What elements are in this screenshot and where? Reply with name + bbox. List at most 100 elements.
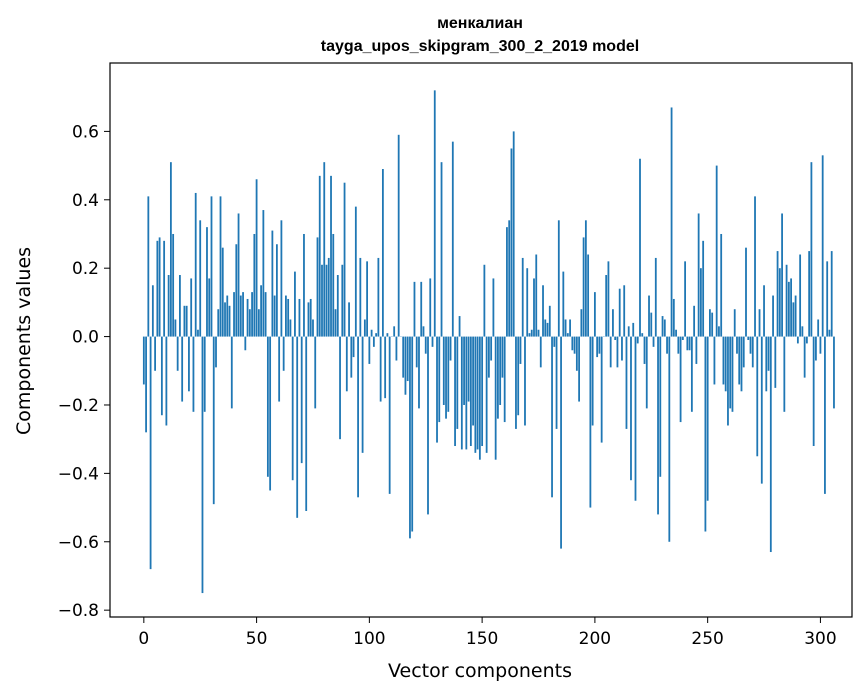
bar-8 [161,337,163,416]
bar-169 [524,337,526,426]
bar-198 [589,337,591,508]
bar-232 [666,337,668,354]
bar-124 [423,326,425,336]
bar-5 [154,337,156,371]
bar-178 [544,319,546,336]
bar-27 [204,337,206,412]
bar-67 [294,272,296,337]
bar-205 [605,275,607,337]
bar-167 [520,337,522,364]
y-tick-label: 0.0 [72,328,99,348]
bar-149 [479,337,481,460]
bar-263 [736,337,738,354]
bar-255 [718,326,720,336]
bar-78 [319,176,321,337]
bar-62 [283,337,285,371]
bar-236 [675,330,677,337]
bar-98 [364,319,366,336]
bar-60 [278,337,280,402]
bar-42 [238,213,240,336]
bar-105 [380,337,382,402]
bar-249 [705,337,707,532]
bar-126 [427,337,429,515]
bar-272 [756,337,758,457]
bar-228 [657,337,659,515]
bar-306 [833,337,835,409]
bar-65 [290,319,292,336]
bar-80 [323,162,325,336]
bar-161 [506,227,508,336]
bar-250 [707,337,709,501]
bar-223 [646,337,648,409]
bar-285 [786,265,788,337]
bar-172 [531,330,533,337]
bar-258 [725,337,727,392]
bar-269 [750,337,752,354]
bar-56 [269,337,271,491]
bar-214 [626,337,628,429]
bar-148 [477,337,479,450]
bar-192 [576,337,578,371]
bar-12 [170,162,172,336]
x-tick-label: 200 [579,629,611,649]
bar-102 [373,337,375,347]
bar-127 [429,278,431,336]
bar-73 [308,302,310,336]
bar-95 [357,337,359,498]
bar-244 [693,306,695,337]
bar-246 [698,213,700,336]
bar-194 [580,309,582,336]
bar-301 [822,155,824,336]
bar-133 [443,337,445,405]
bar-221 [641,333,643,336]
bar-132 [441,162,443,336]
bar-213 [623,285,625,336]
bar-17 [181,337,183,402]
bar-39 [231,337,233,409]
bar-143 [465,337,467,450]
bar-261 [732,337,734,412]
bars [143,90,835,593]
bar-284 [783,337,785,412]
bar-0 [143,337,145,385]
bar-201 [596,337,598,358]
bar-239 [682,337,684,340]
bar-238 [680,337,682,422]
bar-118 [409,337,411,539]
bar-154 [490,337,492,361]
y-tick-label: 0.6 [72,122,99,142]
bar-164 [513,131,515,336]
bar-54 [265,292,267,336]
bar-211 [619,289,621,337]
y-axis-ticks: −0.8−0.6−0.4−0.20.00.20.40.6 [58,122,110,621]
bar-293 [804,337,806,378]
bar-90 [346,337,348,392]
bar-283 [781,213,783,336]
bar-91 [348,302,350,336]
bar-289 [795,296,797,337]
bar-100 [368,337,370,364]
bar-33 [217,309,219,336]
bar-147 [474,337,476,453]
bar-14 [175,319,177,336]
bar-162 [508,220,510,336]
bar-184 [558,220,560,336]
bar-31 [213,337,215,505]
bar-75 [312,319,314,336]
bar-38 [229,306,231,337]
bar-15 [177,337,179,371]
bar-119 [411,337,413,532]
bar-109 [389,337,391,494]
bar-106 [382,169,384,337]
bar-300 [820,337,822,354]
bar-156 [495,337,497,460]
bar-92 [350,337,352,378]
bar-280 [774,337,776,388]
bar-181 [551,337,553,498]
bar-103 [375,333,377,336]
bar-94 [355,207,357,337]
bar-88 [341,265,343,337]
bar-153 [488,337,490,378]
bar-43 [240,296,242,337]
